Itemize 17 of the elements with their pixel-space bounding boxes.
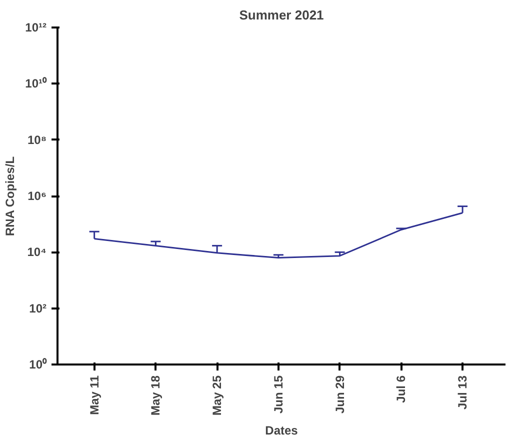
- x-tick-label: May 25: [210, 375, 224, 416]
- x-tick-label: May 18: [148, 375, 163, 416]
- x-tick-label: May 11: [87, 375, 102, 415]
- y-tick-label: 10⁴: [27, 245, 47, 260]
- x-tick-label: Jul 13: [456, 375, 470, 410]
- x-tick-label: Jul 6: [394, 375, 408, 403]
- y-tick-label: 10⁸: [27, 132, 47, 147]
- x-axis-title: Dates: [265, 424, 298, 438]
- y-tick-label: 10¹²: [25, 20, 47, 34]
- x-tick-label: Jun 29: [332, 375, 347, 414]
- y-tick-label: 10¹⁰: [25, 76, 48, 91]
- y-axis-title: RNA Copies/L: [3, 156, 18, 236]
- y-tick-label: 10²: [29, 301, 47, 316]
- y-tick-label: 10⁶: [28, 189, 46, 203]
- y-tick-label: 10⁰: [29, 358, 48, 372]
- x-tick-label: Jun 15: [271, 375, 286, 414]
- chart-title: Summer 2021: [239, 8, 324, 22]
